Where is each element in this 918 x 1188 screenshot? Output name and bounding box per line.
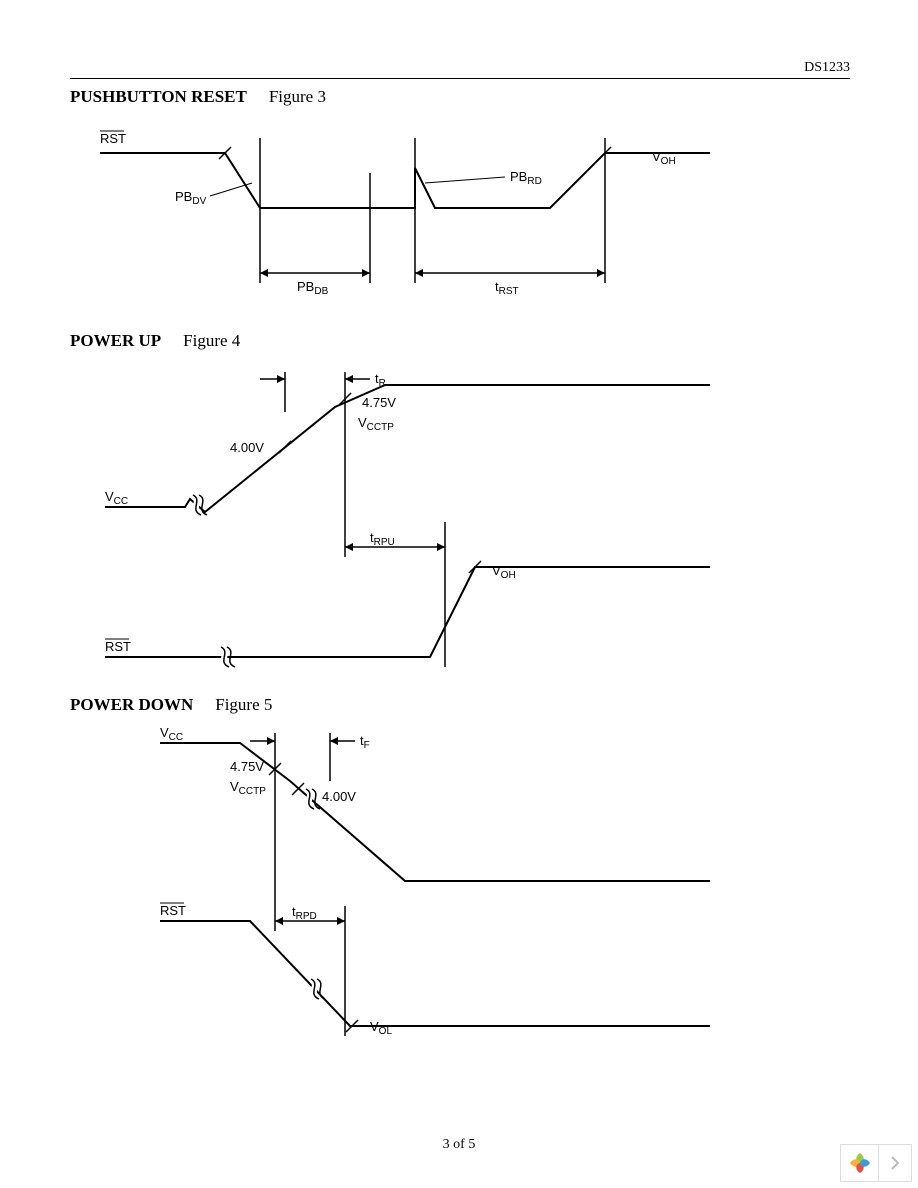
corner-logo-icon — [840, 1144, 878, 1182]
svg-text:PBRD: PBRD — [510, 169, 542, 187]
svg-text:VOL: VOL — [370, 1019, 392, 1037]
section-title-fig3: PUSHBUTTON RESET — [70, 87, 247, 107]
section-fig5: POWER DOWN Figure 5 — [70, 695, 850, 715]
diagram-fig5: VCC RST tF tRPD 4.75V VCCTP 4.00V VOL — [70, 721, 850, 1051]
diagram-fig3: RST PBDB tRST PBDV PBRD VOH — [70, 113, 850, 313]
svg-text:VCCTP: VCCTP — [230, 779, 266, 797]
section-fig4: POWER UP Figure 4 — [70, 331, 850, 351]
svg-text:VCC: VCC — [160, 725, 183, 743]
section-title-fig4: POWER UP — [70, 331, 161, 351]
corner-widget — [840, 1144, 912, 1182]
figure-label-fig5: Figure 5 — [215, 695, 272, 715]
svg-text:4.75V: 4.75V — [362, 395, 396, 410]
header-rule — [70, 78, 850, 79]
svg-text:PBDV: PBDV — [175, 189, 207, 207]
figure-label-fig3: Figure 3 — [269, 87, 326, 107]
svg-text:4.00V: 4.00V — [230, 440, 264, 455]
figure-label-fig4: Figure 4 — [183, 331, 240, 351]
chevron-right-icon — [890, 1156, 900, 1170]
svg-text:tF: tF — [360, 733, 370, 751]
svg-text:VCCTP: VCCTP — [358, 415, 394, 433]
next-page-button[interactable] — [878, 1144, 912, 1182]
svg-text:RST: RST — [105, 639, 131, 654]
part-number: DS1233 — [70, 60, 850, 76]
section-fig3: PUSHBUTTON RESET Figure 3 — [70, 87, 850, 107]
svg-text:tRST: tRST — [495, 279, 519, 297]
svg-text:VOH: VOH — [652, 149, 676, 167]
svg-text:RST: RST — [160, 903, 186, 918]
svg-text:PBDB: PBDB — [297, 279, 329, 297]
svg-text:tRPD: tRPD — [292, 904, 317, 922]
svg-text:VOH: VOH — [492, 563, 516, 581]
svg-text:4.00V: 4.00V — [322, 789, 356, 804]
diagram-fig4: VCC RST tR tRPU 4.00V 4.75V VCCTP VOH — [70, 357, 850, 677]
page-number: 3 of 5 — [0, 1137, 918, 1153]
svg-text:VCC: VCC — [105, 489, 128, 507]
page-content: DS1233 PUSHBUTTON RESET Figure 3 RST PBDB… — [70, 60, 850, 1069]
svg-text:4.75V: 4.75V — [230, 759, 264, 774]
svg-text:tRPU: tRPU — [370, 530, 395, 548]
svg-text:tR: tR — [375, 371, 386, 389]
svg-text:RST: RST — [100, 131, 126, 146]
section-title-fig5: POWER DOWN — [70, 695, 193, 715]
